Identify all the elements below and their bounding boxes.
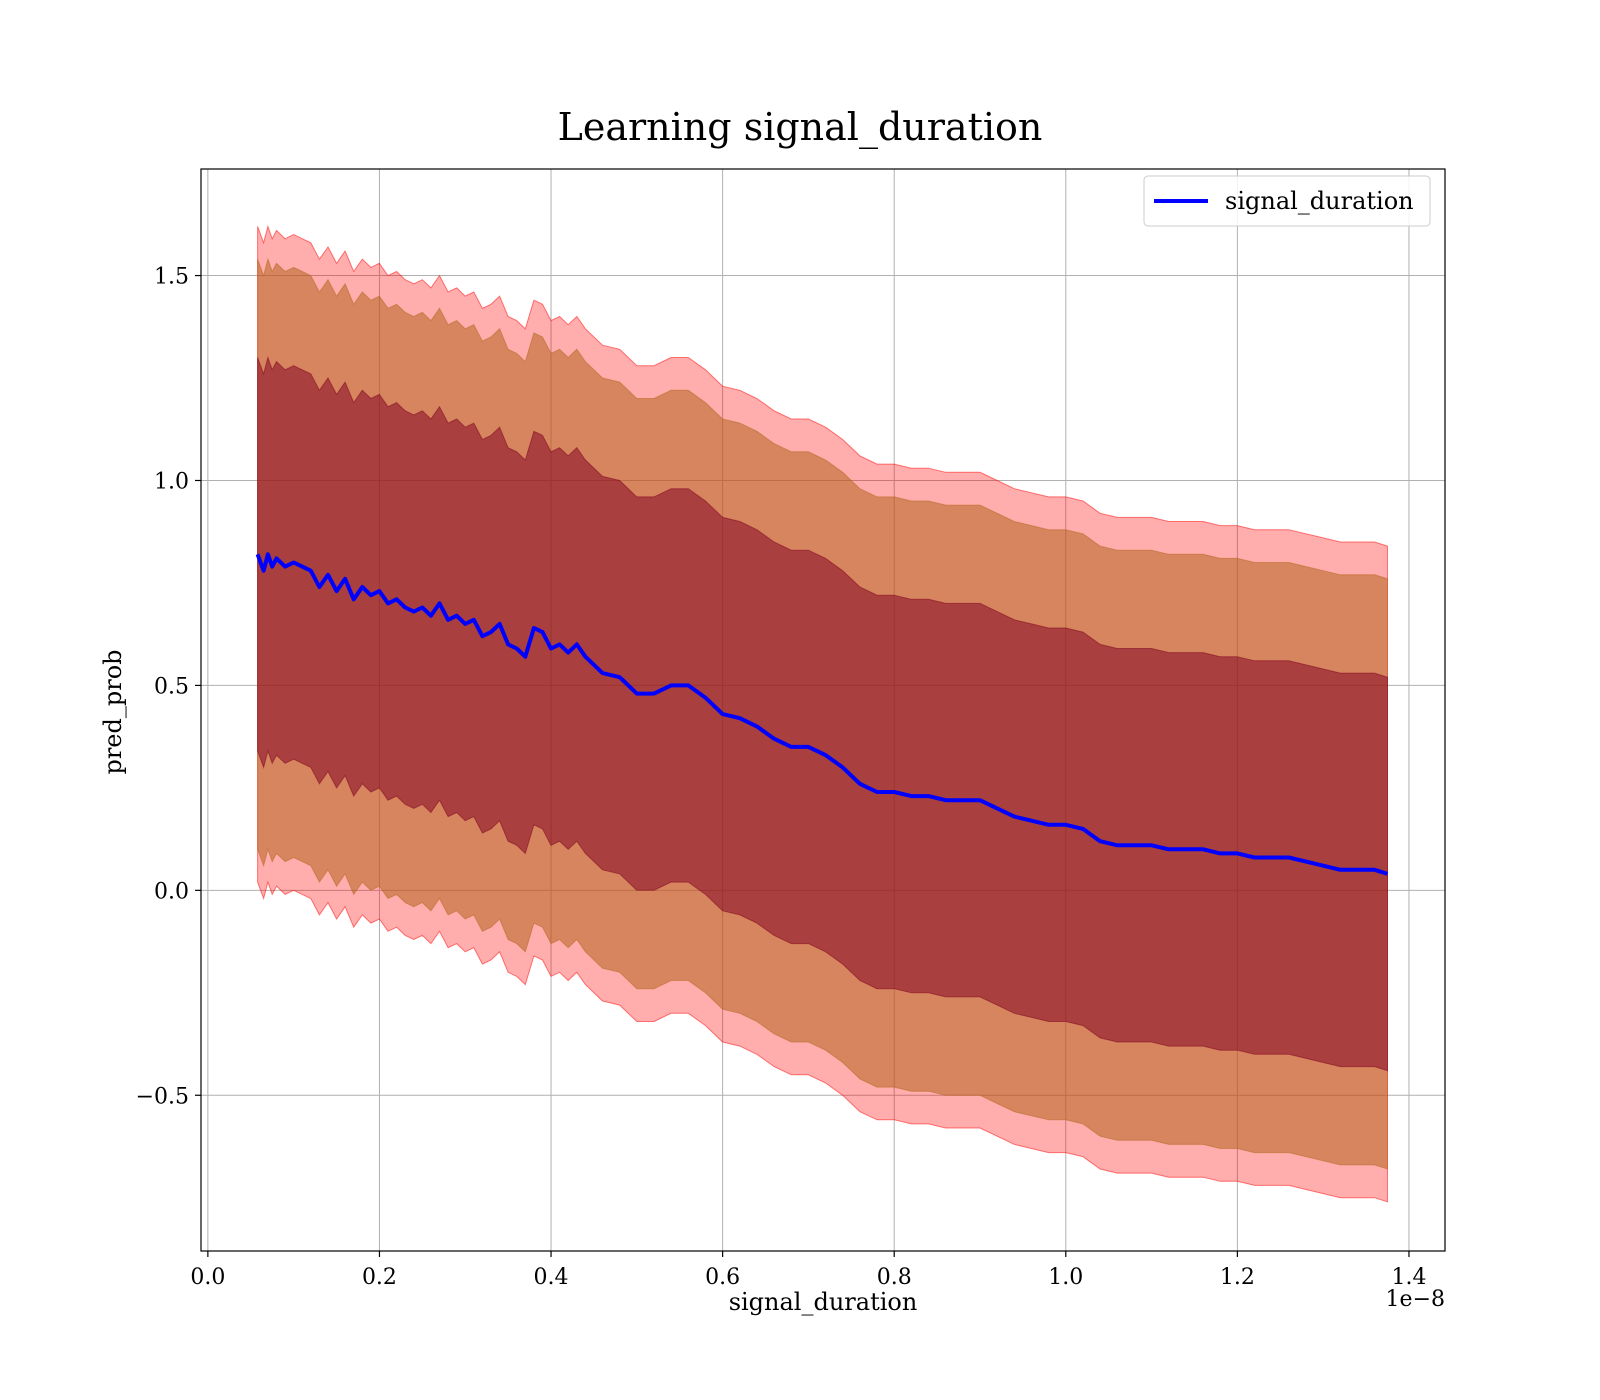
y-tick-label: 1.0 (154, 469, 189, 494)
band-inner (257, 355, 1388, 1072)
uncertainty-bands (257, 224, 1388, 1203)
x-tick-label: 0.6 (705, 1265, 740, 1290)
y-tick-label: 0.5 (154, 674, 189, 699)
x-tick-label: 0.2 (362, 1265, 397, 1290)
y-axis-label: pred_prob (99, 649, 127, 774)
series-line-signal-duration (255, 552, 1389, 876)
x-axis-offset-text: 1e−8 (1386, 1287, 1445, 1312)
x-tick-label: 1.4 (1391, 1265, 1426, 1290)
x-tick-label: 0.8 (877, 1265, 912, 1290)
legend: signal_duration (1143, 175, 1431, 227)
y-tick-label: −0.5 (136, 1084, 189, 1109)
x-tick-label: 1.2 (1220, 1265, 1255, 1290)
plot-frame (200, 168, 1446, 1252)
x-tick-label: 0.4 (534, 1265, 569, 1290)
x-axis-label: signal_duration (729, 1288, 918, 1316)
axis-ticks: 0.0 0.2 0.4 0.6 0.8 1.0 1.2 1.4 −0.5 0.0 0.5 1.0 1.5 (136, 265, 1427, 1290)
x-tick-label: 0.0 (190, 1265, 225, 1290)
legend-label-signal-duration: signal_duration (1225, 187, 1414, 215)
legend-box (1143, 175, 1431, 227)
y-tick-label: 1.5 (154, 265, 189, 290)
x-tick-label: 1.0 (1048, 1265, 1083, 1290)
y-tick-label: 0.0 (154, 879, 189, 904)
chart-title: Learning signal_duration (558, 105, 1043, 150)
series-lines (255, 552, 1389, 876)
